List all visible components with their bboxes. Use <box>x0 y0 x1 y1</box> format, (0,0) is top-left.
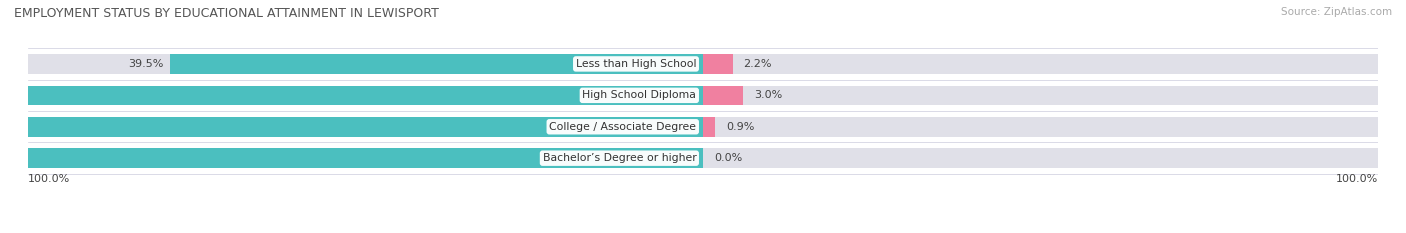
Text: College / Associate Degree: College / Associate Degree <box>550 122 696 132</box>
Bar <box>170 54 703 74</box>
Text: 2.2%: 2.2% <box>744 59 772 69</box>
Bar <box>703 117 716 137</box>
Text: 100.0%: 100.0% <box>28 174 70 184</box>
Text: 100.0%: 100.0% <box>1336 174 1378 184</box>
Bar <box>703 54 733 74</box>
Bar <box>28 54 1378 74</box>
Text: 3.0%: 3.0% <box>754 90 783 100</box>
Bar <box>0 117 703 137</box>
Text: Less than High School: Less than High School <box>575 59 696 69</box>
Bar <box>28 86 1378 105</box>
Text: Source: ZipAtlas.com: Source: ZipAtlas.com <box>1281 7 1392 17</box>
Text: EMPLOYMENT STATUS BY EDUCATIONAL ATTAINMENT IN LEWISPORT: EMPLOYMENT STATUS BY EDUCATIONAL ATTAINM… <box>14 7 439 20</box>
Text: 0.0%: 0.0% <box>714 153 742 163</box>
Text: High School Diploma: High School Diploma <box>582 90 696 100</box>
Text: 0.9%: 0.9% <box>725 122 755 132</box>
Bar <box>28 117 1378 137</box>
Text: 39.5%: 39.5% <box>128 59 163 69</box>
Text: Bachelor’s Degree or higher: Bachelor’s Degree or higher <box>543 153 696 163</box>
Bar <box>28 148 1378 168</box>
Bar <box>0 148 703 168</box>
Bar <box>0 86 703 105</box>
Bar <box>703 86 744 105</box>
Legend: In Labor Force, Unemployed: In Labor Force, Unemployed <box>593 230 813 233</box>
